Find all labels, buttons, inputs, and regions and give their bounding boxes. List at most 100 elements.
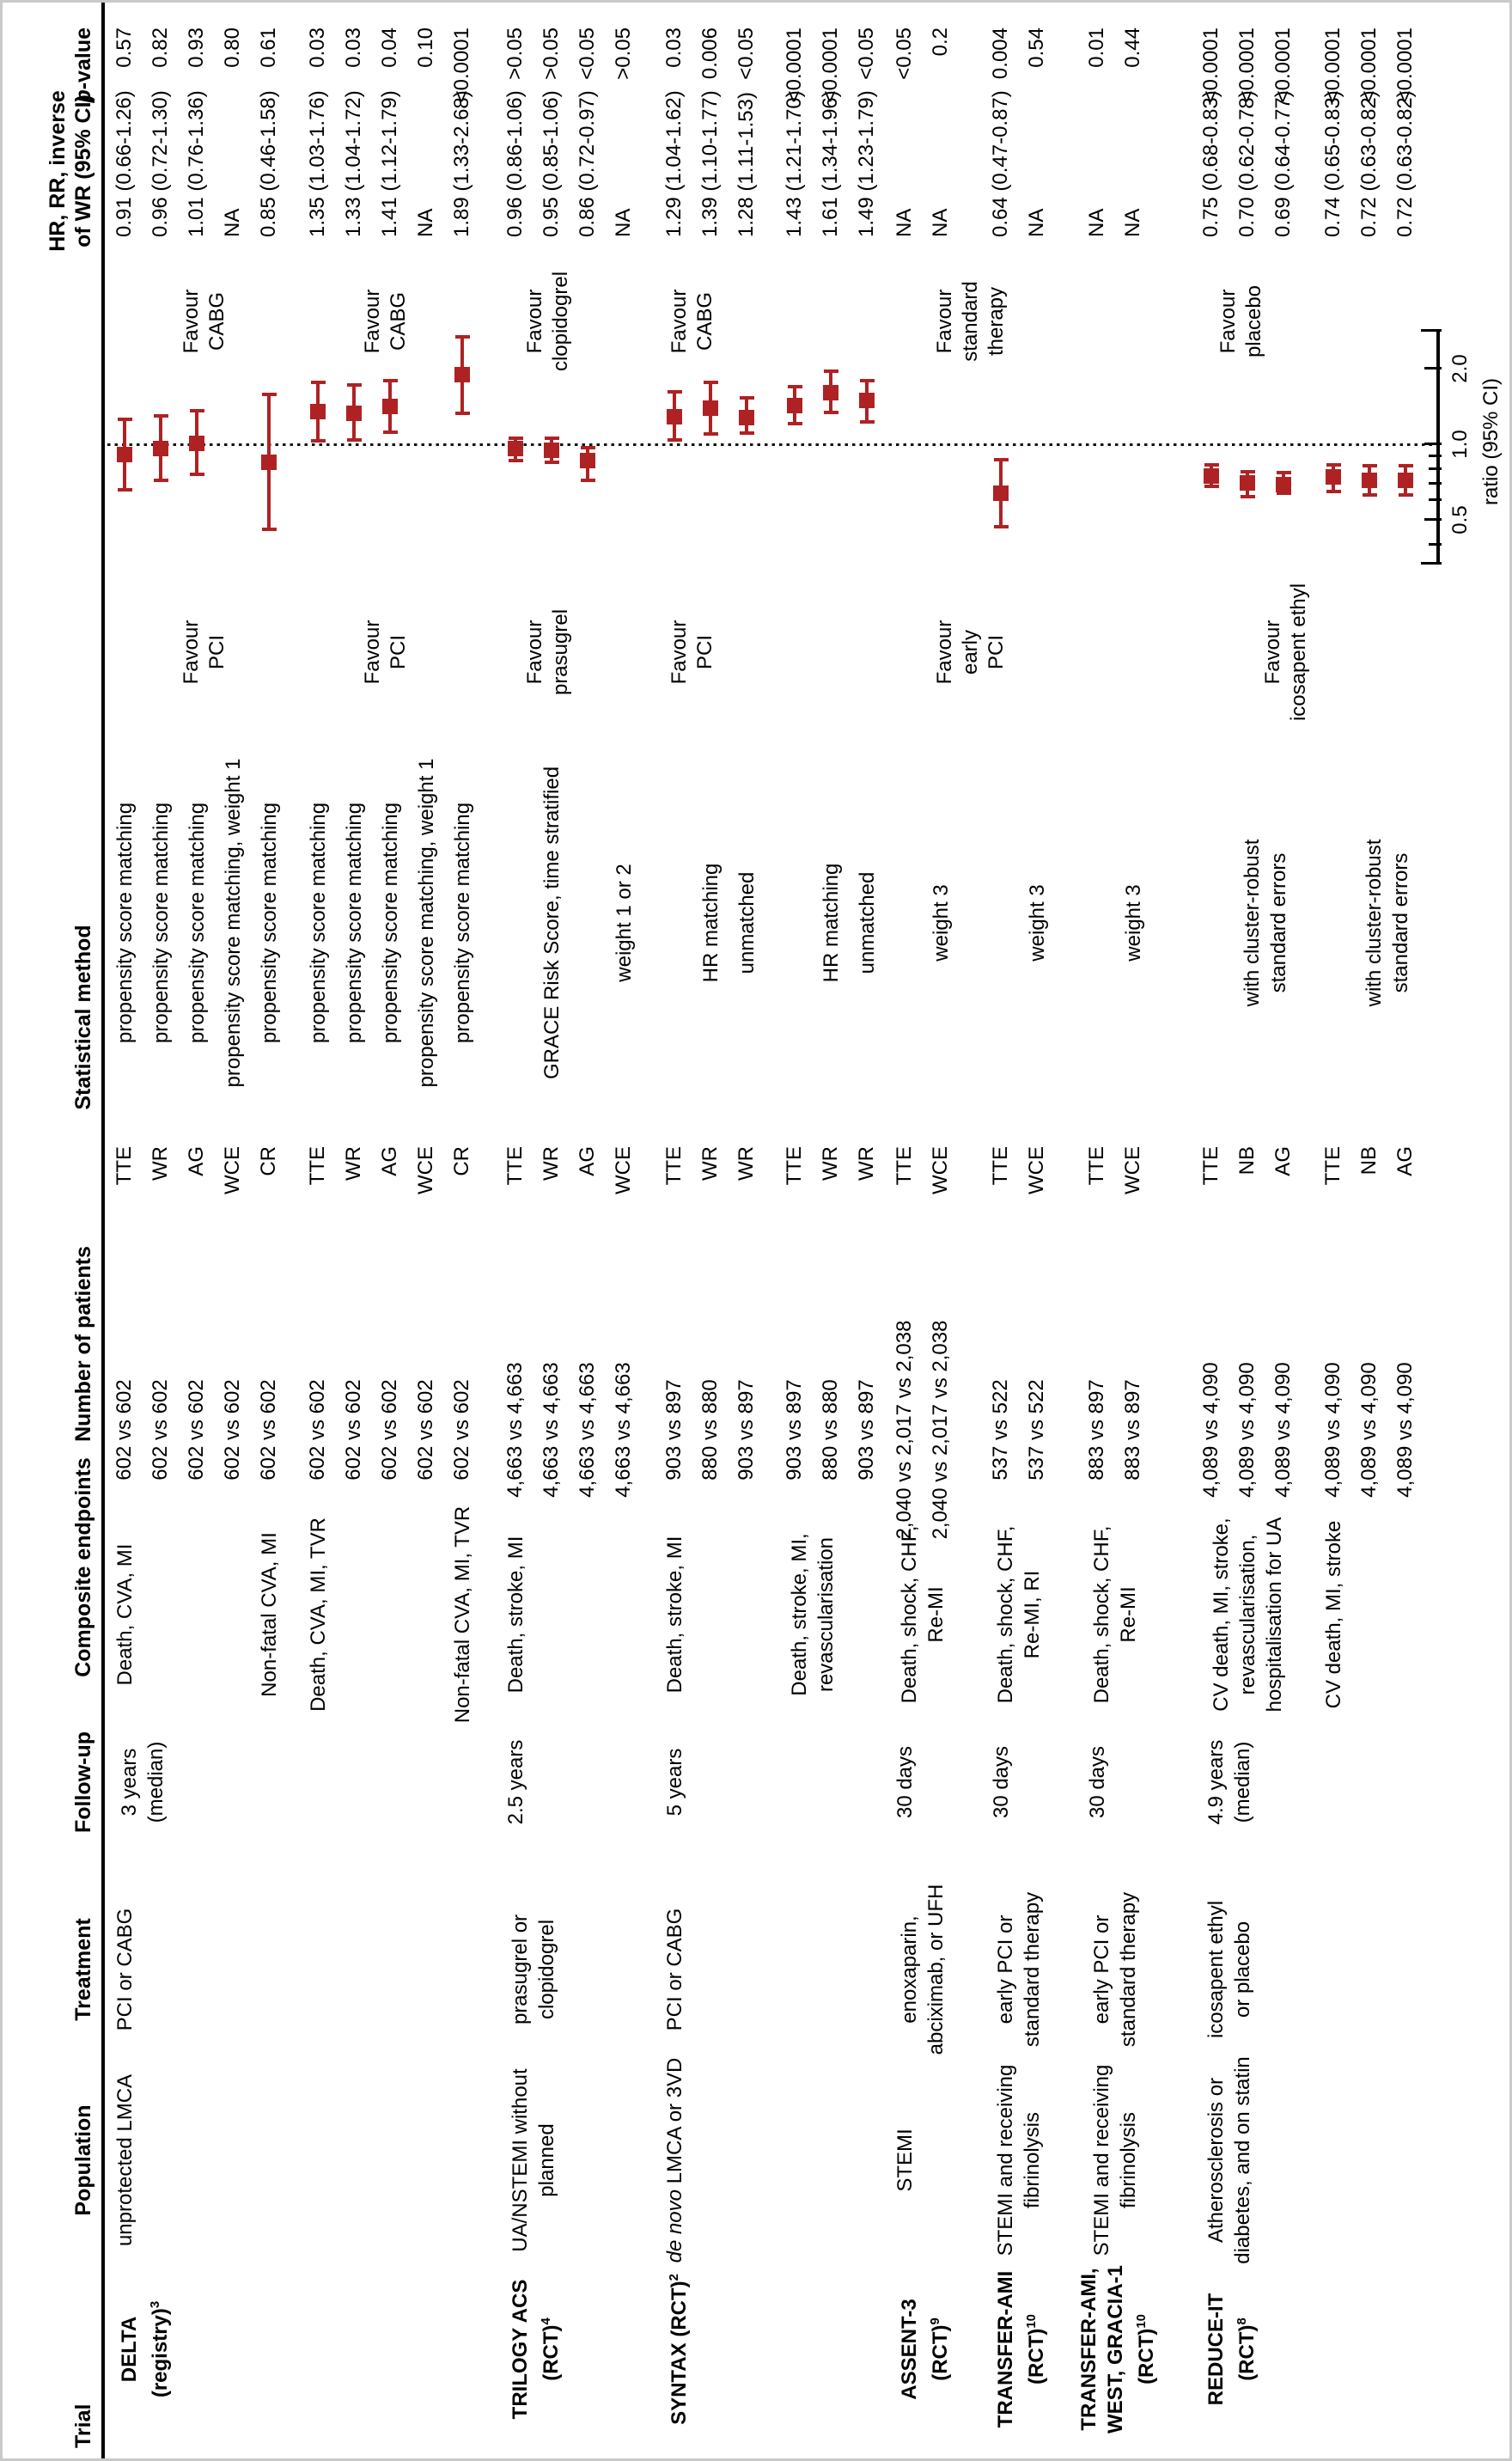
endpoint-label: Death, shock, CHF, Re-MI	[898, 1525, 948, 1704]
patients-count: 4,663 vs 4,663	[503, 1362, 527, 1498]
hr-value: 0.95 (0.85-1.06)	[540, 90, 563, 237]
ci-cap-high	[383, 379, 398, 383]
method-code: CR	[450, 1146, 473, 1176]
population-label: UA/NSTEMI without planned	[509, 2068, 558, 2252]
hr-value: NA	[414, 208, 437, 237]
method-label: propensity score matching	[378, 802, 402, 1044]
p-value: <0.0001	[1357, 27, 1381, 103]
ci-cap-high	[118, 417, 132, 421]
axis-tick-label: 1.0	[1448, 430, 1472, 459]
endpoint-label: Death, stroke, MI, revascularisation	[788, 1533, 838, 1696]
patients-count: 602 vs 602	[414, 1379, 437, 1481]
forest-point	[261, 454, 277, 470]
ci-cap-high	[455, 334, 470, 339]
population-label: unprotected LMCA	[113, 2073, 137, 2247]
forest-point	[823, 384, 838, 400]
method-code: NB	[1357, 1146, 1381, 1176]
forest-point	[993, 485, 1009, 501]
favour-label-right: Favour CABG	[361, 289, 410, 354]
axis-tick	[1424, 518, 1442, 522]
ci-cap-high	[509, 436, 523, 440]
p-value: <0.0001	[783, 27, 806, 103]
followup-label: 4.9 years (median)	[1204, 1739, 1254, 1825]
method-code: WR	[149, 1146, 172, 1181]
hr-value: 1.35 (1.03-1.76)	[306, 90, 329, 237]
ci-cap-high	[740, 396, 754, 400]
ci-cap-low	[118, 487, 132, 492]
ci-cap-low	[1326, 489, 1341, 493]
ci-cap-low	[545, 460, 559, 464]
favour-label-right: Favour placebo	[1216, 284, 1265, 358]
treatment-label: prasugrel or clopidogrel	[509, 1914, 558, 2025]
hr-value: 0.75 (0.68-0.83)	[1199, 90, 1222, 237]
favour-label-right: Favour standard therapy	[933, 281, 1008, 362]
axis-tick	[1429, 454, 1442, 457]
forest-point	[454, 367, 470, 383]
p-value: >0.05	[503, 27, 527, 80]
patients-count: 4,089 vs 4,090	[1357, 1362, 1381, 1498]
trial-name: TRANSFER-AMI, WEST, GRACIA-1 (RCT)10	[1076, 2264, 1158, 2434]
ci-cap-low	[455, 411, 470, 415]
method-code: TTE	[783, 1146, 806, 1186]
hr-value: NA	[221, 208, 244, 237]
hr-value: 0.85 (0.46-1.58)	[257, 90, 280, 237]
ci-cap-low	[383, 430, 398, 434]
ci-cap-low	[581, 478, 595, 482]
method-code: AG	[1271, 1146, 1295, 1176]
population-label: STEMI and receiving fibrinolysis	[994, 2064, 1044, 2256]
patients-count: 2,040 vs 2,017 vs 2,038	[929, 1320, 952, 1540]
forest-point	[859, 393, 875, 409]
p-value: <0.05	[893, 27, 916, 80]
patients-count: 4,663 vs 4,663	[576, 1362, 599, 1498]
method-label: GRACE Risk Score, time stratified	[540, 766, 564, 1080]
method-label: weight 3	[929, 884, 953, 962]
ci-cap-high	[994, 457, 1009, 461]
p-value: <0.0001	[1393, 27, 1417, 103]
ci-cap-high	[262, 392, 277, 396]
ci-cap-high	[545, 436, 559, 440]
p-value: >0.05	[612, 27, 635, 80]
ci-cap-high	[154, 413, 168, 418]
axis-tick	[1421, 328, 1442, 332]
method-label: propensity score matching	[342, 802, 366, 1044]
trial-name: DELTA (registry)3	[118, 2300, 172, 2398]
method-code: TTE	[113, 1146, 136, 1186]
ci-cap-low	[740, 431, 754, 435]
favour-label-right: Favour CABG	[180, 289, 229, 354]
ci-cap-high	[788, 384, 802, 388]
population-label: de novo LMCA or 3VD	[662, 2057, 686, 2263]
ci-cap-low	[262, 527, 277, 531]
endpoint-label: Death, stroke, MI	[503, 1536, 527, 1694]
column-header-hr: HR, RR, inverse of WR (95% CI)	[45, 90, 96, 252]
method-code: WR	[855, 1146, 878, 1181]
forest-point	[1326, 469, 1341, 485]
hr-value: 0.91 (0.66-1.26)	[113, 90, 136, 237]
ratio-axis	[1436, 330, 1440, 564]
method-code: WCE	[929, 1146, 952, 1194]
method-label: propensity score matching	[113, 802, 137, 1044]
endpoint-label: Non-fatal CVA, MI, TVR	[450, 1505, 474, 1724]
ci-cap-low	[668, 438, 682, 443]
method-code: AG	[1393, 1146, 1417, 1176]
forest-point	[667, 408, 682, 424]
method-code: TTE	[1085, 1146, 1108, 1186]
ci-cap-low	[1399, 492, 1413, 497]
method-label: unmatched	[735, 871, 759, 974]
ci-cap-low	[347, 438, 362, 443]
followup-label: 3 years (median)	[118, 1741, 168, 1823]
p-value: 0.03	[662, 27, 686, 68]
method-code: TTE	[306, 1146, 329, 1186]
patients-count: 880 vs 880	[698, 1379, 722, 1481]
patients-count: 903 vs 897	[662, 1379, 686, 1481]
hr-value: 0.86 (0.72-0.97)	[576, 90, 599, 237]
hr-value: NA	[929, 208, 952, 237]
treatment-label: PCI or CABG	[662, 1908, 686, 2031]
forest-point	[189, 435, 204, 451]
endpoint-label: Death, CVA, MI	[113, 1543, 137, 1686]
method-code: WCE	[1121, 1146, 1144, 1194]
forest-point	[703, 400, 718, 417]
p-value: 0.03	[342, 27, 365, 68]
forest-point	[1204, 467, 1219, 484]
ci-cap-low	[190, 472, 204, 476]
ci-cap-low	[509, 459, 523, 463]
